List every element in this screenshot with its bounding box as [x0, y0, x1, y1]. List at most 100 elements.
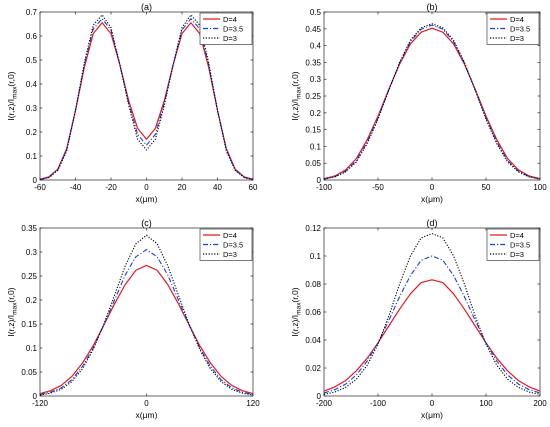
legend-box	[199, 12, 253, 45]
series-line-d-3-5	[39, 18, 254, 181]
y-tick-label: 0.5	[26, 56, 38, 65]
x-tick-label: -60	[34, 183, 46, 192]
y-tick-label: 0	[317, 392, 322, 401]
y-tick-label: 0.08	[305, 280, 321, 289]
subplot-title: (a)	[141, 2, 152, 12]
x-tick-label: 0	[144, 399, 149, 408]
series-line-d-3	[39, 234, 254, 396]
legend: D=4D=3.5D=3	[199, 228, 253, 261]
legend-box	[486, 12, 540, 45]
series-line-d-4	[39, 264, 254, 395]
y-tick-label: 0.2	[26, 296, 38, 305]
x-tick-label: 0	[430, 183, 435, 192]
x-tick-label: 50	[482, 183, 491, 192]
legend-label: D=4	[510, 231, 524, 240]
subplot-title: (b)	[427, 2, 438, 12]
y-tick-label: 0.3	[26, 248, 38, 257]
y-tick-label: 0.35	[305, 58, 321, 67]
y-tick-label: 0.25	[305, 92, 321, 101]
x-tick-label: 200	[533, 399, 547, 408]
subplot-title: (c)	[141, 218, 152, 228]
x-tick-label: -200	[316, 399, 333, 408]
legend-label: D=3	[510, 250, 524, 259]
y-tick-label: 0.5	[310, 8, 322, 17]
y-axis-label-sub: max	[12, 86, 19, 99]
legend-label: D=3	[510, 34, 524, 43]
legend-label: D=3	[223, 34, 237, 43]
y-axis-label-tail: (r,0)	[6, 71, 16, 86]
series-line-d-3	[323, 233, 541, 395]
subplot-title: (d)	[427, 218, 438, 228]
y-tick-label: 0.2	[310, 109, 322, 118]
y-tick-label: 0.7	[26, 8, 38, 17]
y-axis-label: I(r,z)/Imax(r,0)	[6, 287, 19, 336]
y-axis-label-main: I(r,z)/I	[290, 315, 300, 337]
subplot-a: -60 -40 -20 0 20 40 60 0 0.1 0.2 0.3 0.4 0.5 0.6 0.7 (a…	[6, 2, 258, 204]
y-tick-label: 0.1	[26, 152, 38, 161]
y-tick-label: 0	[33, 392, 38, 401]
y-axis-label: I(r,z)/Imax(r,0)	[290, 71, 303, 120]
legend-label: D=3.5	[223, 24, 243, 33]
y-tick-label: 0.4	[310, 42, 322, 51]
subplot-c: -120 0 12000.050.10.150.20.250.30.35(c)x(μ…	[6, 218, 260, 420]
subplot-d: -200 -100 0 100 200 0 0.02 0.04 0.06 0.08 0.1 0.12 (…	[290, 218, 547, 420]
y-axis-label: I(r,z)/Imax(r,0)	[290, 287, 303, 336]
legend-label: D=3.5	[510, 24, 530, 33]
series-line-d-4	[323, 279, 541, 392]
y-axis-label-main: I(r,z)/I	[6, 315, 16, 337]
y-tick-label: 0.05	[21, 368, 37, 377]
series-line-d-3-5	[323, 24, 541, 180]
series-line-d-3	[39, 14, 254, 181]
legend: D=4D=3.5D=3	[486, 228, 540, 261]
y-axis-label-sub: max	[12, 302, 19, 315]
x-axis-label: x(μm)	[136, 410, 158, 420]
y-tick-label: 0.1	[310, 252, 322, 261]
y-axis-label-main: I(r,z)/I	[6, 99, 16, 121]
y-axis-label: I(r,z)/Imax(r,0)	[6, 71, 19, 120]
y-tick-label: 0.15	[305, 126, 321, 135]
legend: D=4D=3.5D=3	[486, 12, 540, 45]
legend-label: D=3.5	[510, 240, 530, 249]
y-tick-label: 0.05	[305, 159, 321, 168]
y-axis-label-main: I(r,z)/I	[290, 99, 300, 121]
x-tick-label: 0	[430, 399, 435, 408]
legend-label: D=3	[223, 250, 237, 259]
legend: D=4D=3.5D=3	[199, 12, 253, 45]
y-tick-label: 0.25	[21, 272, 37, 281]
series-line-d-3-5	[323, 255, 541, 394]
x-axis-label: x(μm)	[136, 194, 158, 204]
x-tick-label: 120	[246, 399, 260, 408]
x-tick-label: 100	[533, 183, 547, 192]
y-axis-label-tail: (r,0)	[6, 287, 16, 302]
y-tick-label: 0.2	[26, 128, 38, 137]
x-tick-label: -100	[370, 399, 387, 408]
y-tick-label: 0.4	[26, 80, 38, 89]
legend-box	[199, 228, 253, 261]
x-tick-label: 60	[249, 183, 258, 192]
x-tick-label: -20	[105, 183, 117, 192]
y-tick-label: 0.06	[305, 308, 321, 317]
legend-label: D=4	[223, 231, 237, 240]
legend-box	[486, 228, 540, 261]
legend-label: D=4	[223, 15, 237, 24]
x-tick-label: -120	[32, 399, 49, 408]
y-tick-label: 0.04	[305, 336, 321, 345]
legend-label: D=4	[510, 15, 524, 24]
x-tick-label: 0	[144, 183, 149, 192]
x-axis-label: x(μm)	[421, 410, 443, 420]
y-axis-label-sub: max	[296, 302, 303, 315]
y-tick-label: 0.35	[21, 224, 37, 233]
y-axis-label-sub: max	[296, 86, 303, 99]
y-tick-label: 0.3	[26, 104, 38, 113]
y-tick-label: 0.1	[26, 344, 38, 353]
y-axis-label-tail: (r,0)	[290, 71, 300, 86]
y-tick-label: 0	[33, 176, 38, 185]
y-tick-label: 0.1	[310, 142, 322, 151]
series-line-d-4	[323, 27, 541, 180]
y-axis-label-tail: (r,0)	[290, 287, 300, 302]
x-tick-label: 40	[213, 183, 222, 192]
subplot-b: -100 -50 0 50 100 0 0.05 0.1 0.15 0.2 0.25 0.3 0.35 0…	[290, 2, 547, 204]
y-tick-label: 0.3	[310, 75, 322, 84]
series-line-d-3-5	[39, 249, 254, 396]
